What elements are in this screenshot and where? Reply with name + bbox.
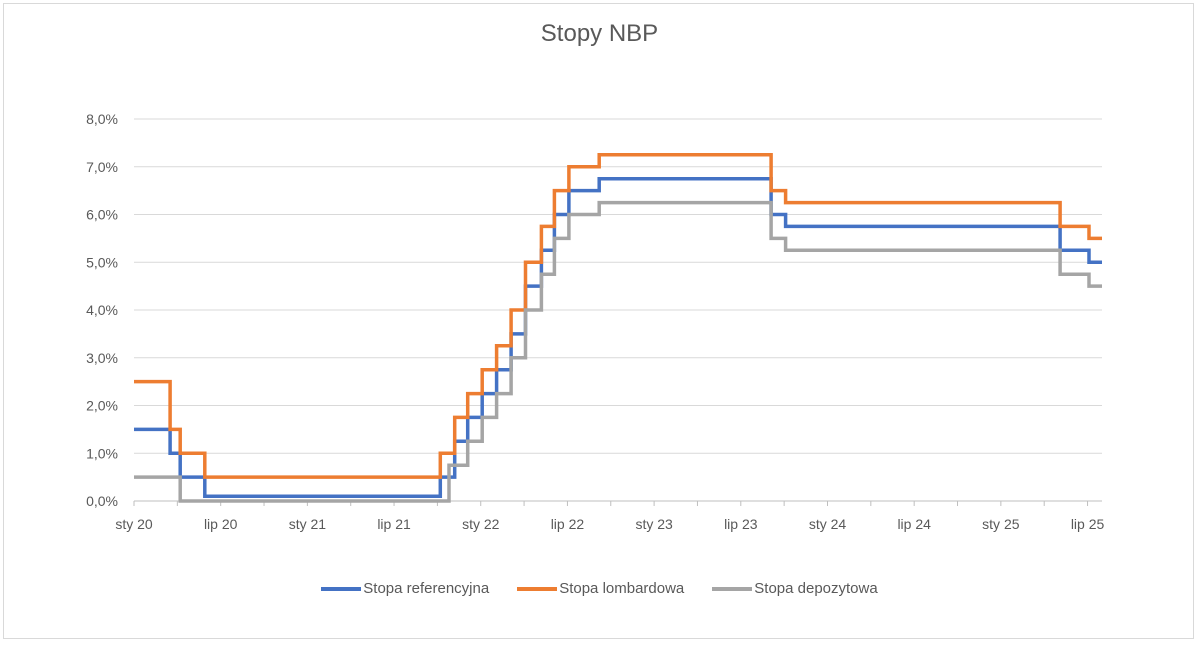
x-tick-label: lip 21 [377, 516, 411, 532]
series-line [134, 200, 1102, 503]
x-tick-label: sty 24 [809, 516, 847, 532]
x-tick-label: lip 25 [1071, 516, 1105, 532]
y-tick-label: 0,0% [86, 493, 118, 509]
x-tick-label: sty 23 [635, 516, 673, 532]
x-tick-label: lip 22 [551, 516, 585, 532]
y-tick-label: 6,0% [86, 207, 118, 223]
y-tick-label: 7,0% [86, 159, 118, 175]
legend-item: Stopa lombardowa [517, 580, 684, 597]
legend-item: Stopa referencyjna [321, 580, 489, 597]
x-tick-label: lip 23 [724, 516, 758, 532]
y-tick-label: 4,0% [86, 302, 118, 318]
legend-label: Stopa referencyjna [363, 580, 490, 597]
x-tick-label: sty 25 [982, 516, 1020, 532]
series-line [134, 176, 1102, 498]
x-tick-label: sty 21 [289, 516, 327, 532]
y-tick-label: 5,0% [86, 254, 118, 270]
legend-label: Stopa lombardowa [559, 580, 685, 597]
x-tick-label: lip 24 [897, 516, 931, 532]
legend-item: Stopa depozytowa [712, 580, 878, 597]
chart-title: Stopy NBP [540, 20, 659, 47]
legend-label: Stopa depozytowa [754, 580, 878, 597]
x-tick-label: sty 22 [462, 516, 500, 532]
legend: Stopa referencyjna Stopa lombardowa Stop… [0, 580, 1199, 597]
x-tick-label: lip 20 [204, 516, 238, 532]
legend-swatch [321, 586, 362, 591]
y-tick-label: 2,0% [86, 398, 118, 414]
legend-swatch [517, 586, 558, 591]
y-tick-label: 3,0% [86, 350, 118, 366]
y-tick-label: 1,0% [86, 445, 118, 461]
x-tick-label: sty 20 [115, 516, 153, 532]
chart-frame [3, 3, 1194, 639]
y-tick-label: 8,0% [86, 111, 118, 127]
series-line [134, 153, 1102, 479]
legend-swatch [712, 586, 753, 591]
